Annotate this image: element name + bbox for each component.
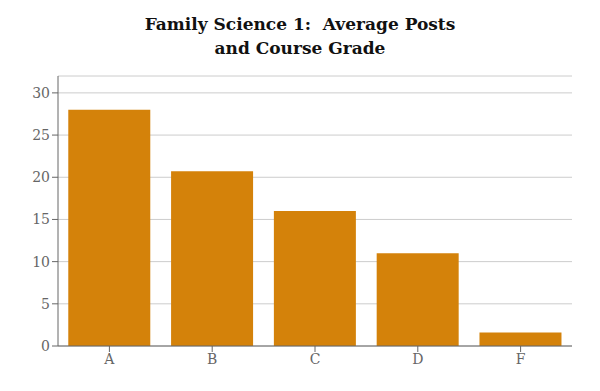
html-text:Family Science 1: Average Post: Family Science 1: Average Posts	[144, 14, 456, 34]
svg-text:25: 25	[32, 127, 50, 143]
svg-text:5: 5	[41, 296, 50, 312]
svg-text:30: 30	[32, 85, 50, 101]
svg-text:D: D	[412, 351, 423, 367]
svg-text:10: 10	[32, 254, 50, 270]
svg-text:C: C	[310, 351, 321, 367]
html-text:and Course Grade: and Course Grade	[214, 38, 386, 58]
svg-text:A: A	[103, 351, 115, 367]
svg-text:B: B	[207, 351, 217, 367]
svg-text:15: 15	[32, 211, 50, 227]
svg-text:20: 20	[32, 169, 50, 185]
svg-text:0: 0	[41, 338, 50, 354]
svg-text:F: F	[516, 351, 526, 367]
